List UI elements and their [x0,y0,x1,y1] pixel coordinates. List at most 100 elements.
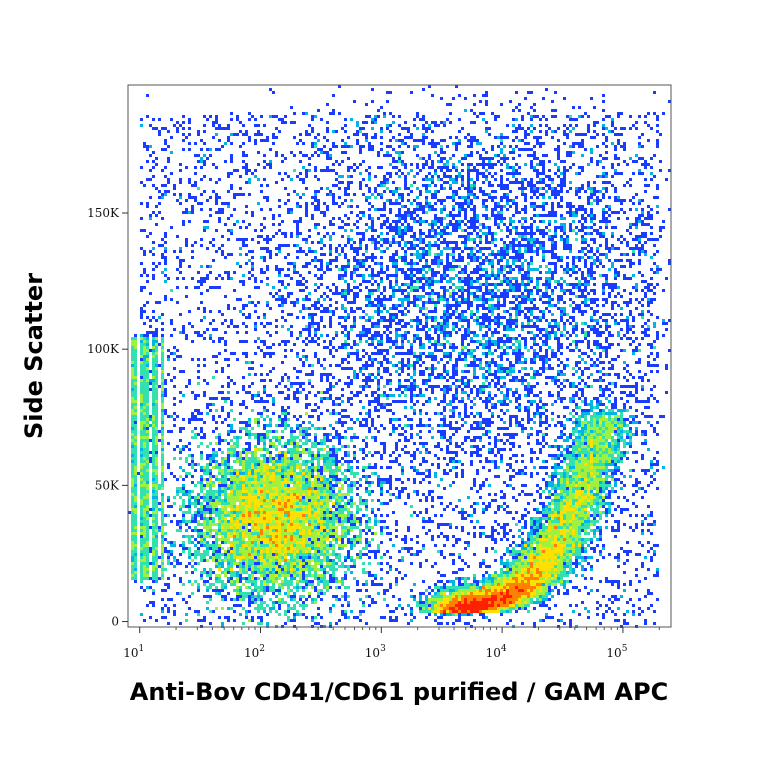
density-point [524,271,527,274]
density-point [233,307,236,310]
density-point [269,253,272,256]
density-point [509,229,512,232]
density-point [245,226,248,229]
density-point [161,343,164,346]
density-point [479,256,482,259]
density-point [542,355,545,358]
density-point [155,349,158,352]
density-point [221,235,224,238]
density-point [551,262,554,265]
density-point [209,154,212,157]
density-point [404,325,407,328]
density-point [290,331,293,334]
density-point [386,349,389,352]
density-point [497,325,500,328]
density-point [461,181,464,184]
density-point [569,130,572,133]
density-point [221,337,224,340]
density-point [530,298,533,301]
density-point [614,286,617,289]
density-point [548,127,551,130]
density-point [605,211,608,214]
density-point [467,139,470,142]
density-point [371,223,374,226]
density-point [464,202,467,205]
density-point [359,358,362,361]
density-point [452,217,455,220]
density-point [491,265,494,268]
density-point [572,340,575,343]
density-point [611,343,614,346]
density-point [527,277,530,280]
density-point [419,277,422,280]
density-point [299,280,302,283]
density-point [593,121,596,124]
density-point [377,241,380,244]
density-point [320,265,323,268]
density-point [503,334,506,337]
density-point [242,238,245,241]
density-point [470,280,473,283]
density-point [629,313,632,316]
density-point [392,181,395,184]
density-point [305,112,308,115]
density-point [410,346,413,349]
density-point [440,277,443,280]
density-point [413,280,416,283]
density-point [203,280,206,283]
density-point [470,313,473,316]
density-point [311,250,314,253]
density-point [515,169,518,172]
density-point [518,358,521,361]
density-point [434,229,437,232]
density-point [629,184,632,187]
density-point [623,265,626,268]
density-point [323,310,326,313]
density-point [461,316,464,319]
density-point [500,199,503,202]
density-point [317,232,320,235]
density-point [461,175,464,178]
density-point [380,319,383,322]
density-point [512,268,515,271]
density-point [176,235,179,238]
density-point [578,307,581,310]
density-point [410,190,413,193]
density-point [380,304,383,307]
density-point [341,274,344,277]
density-point [584,286,587,289]
density-point [587,124,590,127]
density-point [599,235,602,238]
density-point [467,277,470,280]
density-point [569,289,572,292]
density-point [494,256,497,259]
density-point [506,289,509,292]
density-point [503,193,506,196]
density-point [134,352,137,355]
density-point [587,244,590,247]
density-point [617,115,620,118]
density-point [530,337,533,340]
density-point [500,346,503,349]
density-point [437,343,440,346]
density-point [341,139,344,142]
density-point [554,286,557,289]
density-point [476,142,479,145]
density-point [506,310,509,313]
density-point [503,352,506,355]
density-point [530,205,533,208]
density-point [266,184,269,187]
density-point [422,325,425,328]
density-point [506,208,509,211]
density-point [389,199,392,202]
density-point [332,292,335,295]
density-point [653,112,656,115]
density-point [353,292,356,295]
density-point [464,238,467,241]
density-point [248,118,251,121]
density-point [605,190,608,193]
density-point [365,244,368,247]
density-point [596,346,599,349]
density-point [467,262,470,265]
density-point [449,112,452,115]
